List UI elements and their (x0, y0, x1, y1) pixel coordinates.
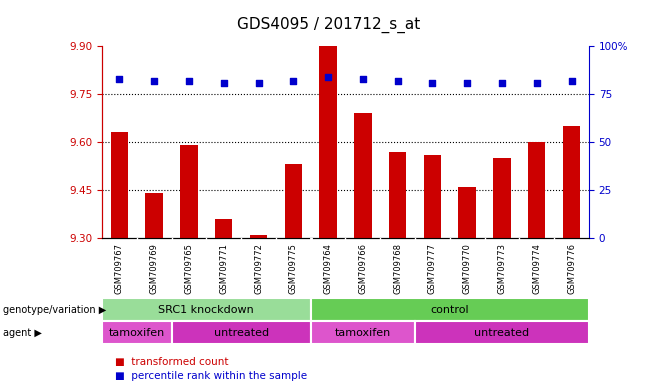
Point (567, 78, 577, 84)
Text: GSM709772: GSM709772 (254, 243, 263, 294)
Point (288, 78, 299, 84)
Bar (389, 152, 406, 238)
Point (532, 79, 542, 86)
Point (253, 79, 264, 86)
Text: GSM709765: GSM709765 (184, 243, 193, 294)
Text: untreated: untreated (214, 328, 268, 338)
Bar (180, 145, 197, 238)
Bar (319, 46, 337, 238)
Bar (215, 219, 232, 238)
Text: GSM709774: GSM709774 (532, 243, 542, 294)
Point (392, 78, 403, 84)
Text: control: control (430, 305, 469, 314)
Bar (563, 126, 580, 238)
Bar (311, 321, 415, 344)
Text: agent ▶: agent ▶ (3, 328, 42, 338)
Text: GSM709769: GSM709769 (149, 243, 159, 294)
Bar (494, 158, 511, 238)
Bar (111, 132, 128, 238)
Text: ■  percentile rank within the sample: ■ percentile rank within the sample (115, 371, 307, 381)
Text: GSM709773: GSM709773 (497, 243, 507, 294)
Text: tamoxifen: tamoxifen (335, 328, 391, 338)
Point (357, 76, 368, 82)
Point (497, 79, 507, 86)
Bar (424, 155, 441, 238)
Bar (528, 142, 545, 238)
Text: GSM709776: GSM709776 (567, 243, 576, 294)
Text: GSM709766: GSM709766 (359, 243, 367, 294)
Text: GSM709768: GSM709768 (393, 243, 402, 294)
Text: GSM709771: GSM709771 (219, 243, 228, 294)
Bar (311, 298, 589, 321)
Bar (145, 193, 163, 238)
Bar (415, 321, 589, 344)
Text: GSM709767: GSM709767 (115, 243, 124, 294)
Bar (284, 164, 302, 238)
Bar (250, 235, 267, 238)
Text: GSM709764: GSM709764 (324, 243, 332, 294)
Text: untreated: untreated (474, 328, 530, 338)
Bar (172, 321, 311, 344)
Text: GSM709777: GSM709777 (428, 243, 437, 294)
Bar (102, 321, 172, 344)
Bar (102, 298, 311, 321)
Text: GSM709775: GSM709775 (289, 243, 298, 294)
Point (218, 79, 229, 86)
Text: tamoxifen: tamoxifen (109, 328, 165, 338)
Text: SRC1 knockdown: SRC1 knockdown (159, 305, 254, 314)
Point (427, 79, 438, 86)
Bar (354, 113, 372, 238)
Text: genotype/variation ▶: genotype/variation ▶ (3, 305, 107, 314)
Text: ■  transformed count: ■ transformed count (115, 357, 228, 367)
Point (323, 74, 334, 80)
Point (462, 79, 472, 86)
Text: GDS4095 / 201712_s_at: GDS4095 / 201712_s_at (238, 17, 420, 33)
Point (184, 78, 194, 84)
Point (149, 78, 159, 84)
Point (114, 76, 124, 82)
Text: GSM709770: GSM709770 (463, 243, 472, 294)
Bar (459, 187, 476, 238)
